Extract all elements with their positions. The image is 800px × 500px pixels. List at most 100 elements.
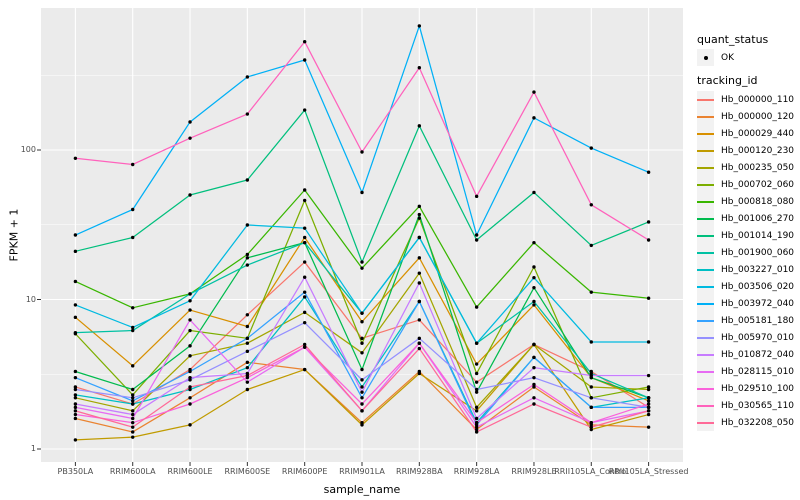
line-swatch-icon: [697, 302, 714, 305]
data-point: [188, 402, 192, 406]
data-point: [245, 112, 250, 116]
data-point: [188, 318, 192, 322]
data-point: [188, 369, 192, 374]
data-point: [245, 324, 250, 329]
legend-key-line: [697, 108, 714, 125]
data-point: [245, 349, 250, 354]
data-point: [474, 420, 479, 425]
data-point: [245, 252, 250, 257]
data-point: [532, 265, 536, 269]
legend-item-label: Hb_028115_010: [721, 366, 795, 377]
data-point: [73, 438, 78, 442]
data-point: [589, 405, 593, 410]
data-point: [360, 311, 364, 315]
data-point: [589, 427, 593, 432]
legend-item-label: Hb_001006_270: [721, 213, 795, 224]
legend-item-Hb_001900_060: Hb_001900_060: [697, 244, 794, 261]
line-swatch-icon: [697, 132, 714, 135]
data-point: [474, 371, 479, 376]
line-swatch-icon: [697, 166, 714, 169]
data-point: [532, 375, 536, 380]
legend-item-label: Hb_029510_100: [721, 383, 795, 394]
data-point: [646, 296, 651, 300]
data-point: [245, 380, 250, 384]
line-swatch-icon: [697, 234, 714, 237]
data-point: [646, 170, 651, 174]
legend-item-Hb_001006_270: Hb_001006_270: [697, 210, 794, 227]
legend-item-label: Hb_001900_060: [721, 247, 795, 258]
data-point: [73, 375, 78, 380]
data-point: [417, 212, 422, 217]
data-point: [302, 108, 307, 112]
legend-item-label: Hb_000000_110: [721, 94, 795, 105]
data-point: [589, 290, 593, 294]
data-point: [131, 435, 135, 439]
data-point: [360, 336, 364, 341]
line-swatch-icon: [697, 98, 714, 101]
data-point: [245, 256, 250, 260]
data-point: [73, 385, 78, 389]
x-tick-label: RRII105LA_Stressed: [608, 467, 689, 476]
data-point: [188, 354, 192, 358]
y-axis-title: FPKM + 1: [7, 208, 21, 262]
x-tick-label: RRIM600LE: [167, 467, 213, 476]
data-point: [646, 396, 651, 400]
data-point: [417, 271, 422, 275]
x-tick-label: RRIM600SE: [224, 467, 271, 476]
data-point: [360, 402, 364, 406]
line-swatch-icon: [697, 285, 714, 288]
data-point: [245, 313, 250, 317]
legend-item-Hb_005970_010: Hb_005970_010: [697, 329, 794, 346]
line-swatch-icon: [697, 319, 714, 322]
data-point: [360, 378, 364, 382]
data-point: [245, 341, 250, 345]
data-point: [474, 362, 479, 366]
data-point: [73, 396, 78, 400]
data-point: [532, 355, 536, 360]
data-point: [302, 275, 307, 279]
data-point: [589, 396, 593, 400]
legend-item-Hb_003972_040: Hb_003972_040: [697, 295, 794, 312]
legend-item-OK: OK: [697, 49, 734, 66]
data-point: [360, 320, 364, 324]
data-point: [474, 427, 479, 432]
data-point: [417, 66, 422, 70]
legend-key-line: [697, 363, 714, 380]
line-swatch-icon: [697, 217, 714, 220]
data-point: [73, 330, 78, 335]
data-point: [73, 369, 78, 374]
data-point: [474, 380, 479, 384]
data-point: [474, 425, 479, 429]
data-point: [302, 295, 307, 299]
line-swatch-icon: [697, 387, 714, 390]
line-swatch-icon: [697, 149, 714, 152]
legend-item-label: Hb_000818_080: [721, 196, 795, 207]
data-point: [589, 340, 593, 344]
data-point: [73, 412, 78, 417]
data-point: [646, 405, 651, 410]
line-swatch-icon: [697, 404, 714, 407]
data-point: [302, 310, 307, 315]
x-tick-label: RRIM901LA: [339, 467, 385, 476]
line-swatch-icon: [697, 353, 714, 356]
x-tick-label: RRIM600PE: [281, 467, 328, 476]
legend-item-label: Hb_000000_120: [721, 111, 795, 122]
data-point: [245, 223, 250, 227]
data-point: [73, 156, 78, 160]
data-point: [188, 193, 192, 197]
legend-item-Hb_005181_180: Hb_005181_180: [697, 312, 794, 329]
data-point: [131, 409, 135, 413]
data-point: [646, 238, 651, 242]
y-tick-label: 10: [25, 294, 36, 304]
legend-item-label: Hb_003972_040: [721, 298, 795, 309]
data-point: [73, 416, 78, 421]
legend-item-label: Hb_030565_110: [721, 400, 795, 411]
legend-key-line: [697, 380, 714, 397]
data-point: [302, 58, 307, 62]
data-point: [131, 425, 135, 429]
legend-item-Hb_001014_190: Hb_001014_190: [697, 227, 794, 244]
data-point: [417, 281, 422, 285]
data-point: [360, 150, 364, 154]
